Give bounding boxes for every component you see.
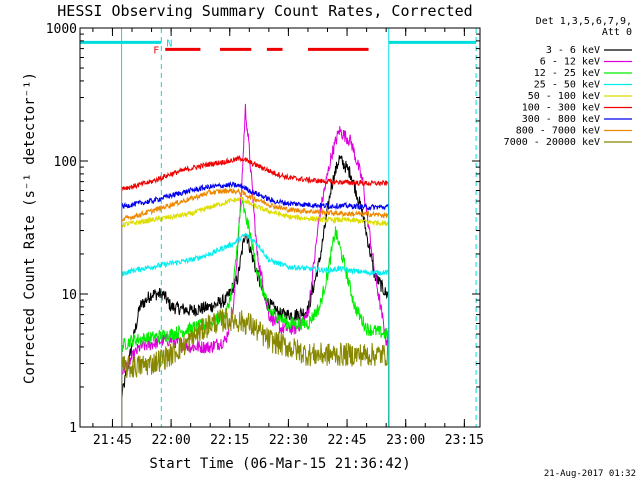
x-tick-label-4: 22:45 xyxy=(327,433,366,448)
timestamp: 21-Aug-2017 01:32 xyxy=(544,469,636,479)
x-tick-label-5: 23:00 xyxy=(386,433,425,448)
series-line-4 xyxy=(121,196,390,428)
chart-title: HESSI Observing Summary Count Rates, Cor… xyxy=(57,2,472,20)
x-tick-label-1: 22:00 xyxy=(152,433,191,448)
x-tick-label-6: 23:15 xyxy=(445,433,484,448)
series-line-1 xyxy=(121,103,390,428)
plot-frame xyxy=(79,27,481,428)
legend-label-3: 25 - 50 keV xyxy=(534,80,600,91)
series-line-8 xyxy=(121,306,390,428)
series-line-7 xyxy=(121,186,390,428)
y-tick-label-2: 100 xyxy=(54,155,77,170)
legend-label-2: 12 - 25 keV xyxy=(534,68,600,79)
y-tick-label-3: 1000 xyxy=(46,22,77,37)
legend-header-1: Att 0 xyxy=(602,27,632,38)
series-line-2 xyxy=(121,198,390,428)
x-tick-label-3: 22:30 xyxy=(269,433,308,448)
legend-label-8: 7000 - 20000 keV xyxy=(504,137,600,148)
legend-label-1: 6 - 12 keV xyxy=(540,57,600,68)
legend-label-5: 100 - 300 keV xyxy=(522,103,600,114)
y-tick-label-0: 1 xyxy=(69,421,77,436)
series-line-3 xyxy=(121,232,390,428)
night-marker-label: N xyxy=(166,38,172,49)
legend-label-7: 800 - 7000 keV xyxy=(516,126,600,137)
legend-label-4: 50 - 100 keV xyxy=(528,91,600,102)
series-line-6 xyxy=(121,181,390,428)
x-axis: 21:45 22:00 22:15 22:30 22:45 23:00 23:15 xyxy=(92,28,484,448)
flare-marker-label: F xyxy=(153,45,159,56)
legend-header-0: Det 1,3,5,6,7,9, xyxy=(536,16,632,27)
series-line-5 xyxy=(121,154,390,428)
y-tick-label-1: 10 xyxy=(61,288,77,303)
series-line-0 xyxy=(121,155,390,428)
x-tick-label-0: 21:45 xyxy=(93,433,132,448)
data-marks xyxy=(121,103,390,428)
y-axis: 1 10 100 1000 xyxy=(46,22,480,436)
y-axis-label: Corrected Count Rate (s⁻¹ detector⁻¹) xyxy=(22,72,38,384)
x-tick-label-2: 22:15 xyxy=(210,433,249,448)
legend-label-6: 300 - 800 keV xyxy=(522,114,600,125)
legend-label-0: 3 - 6 keV xyxy=(546,45,600,56)
x-axis-label: Start Time (06-Mar-15 21:36:42) xyxy=(149,456,410,472)
